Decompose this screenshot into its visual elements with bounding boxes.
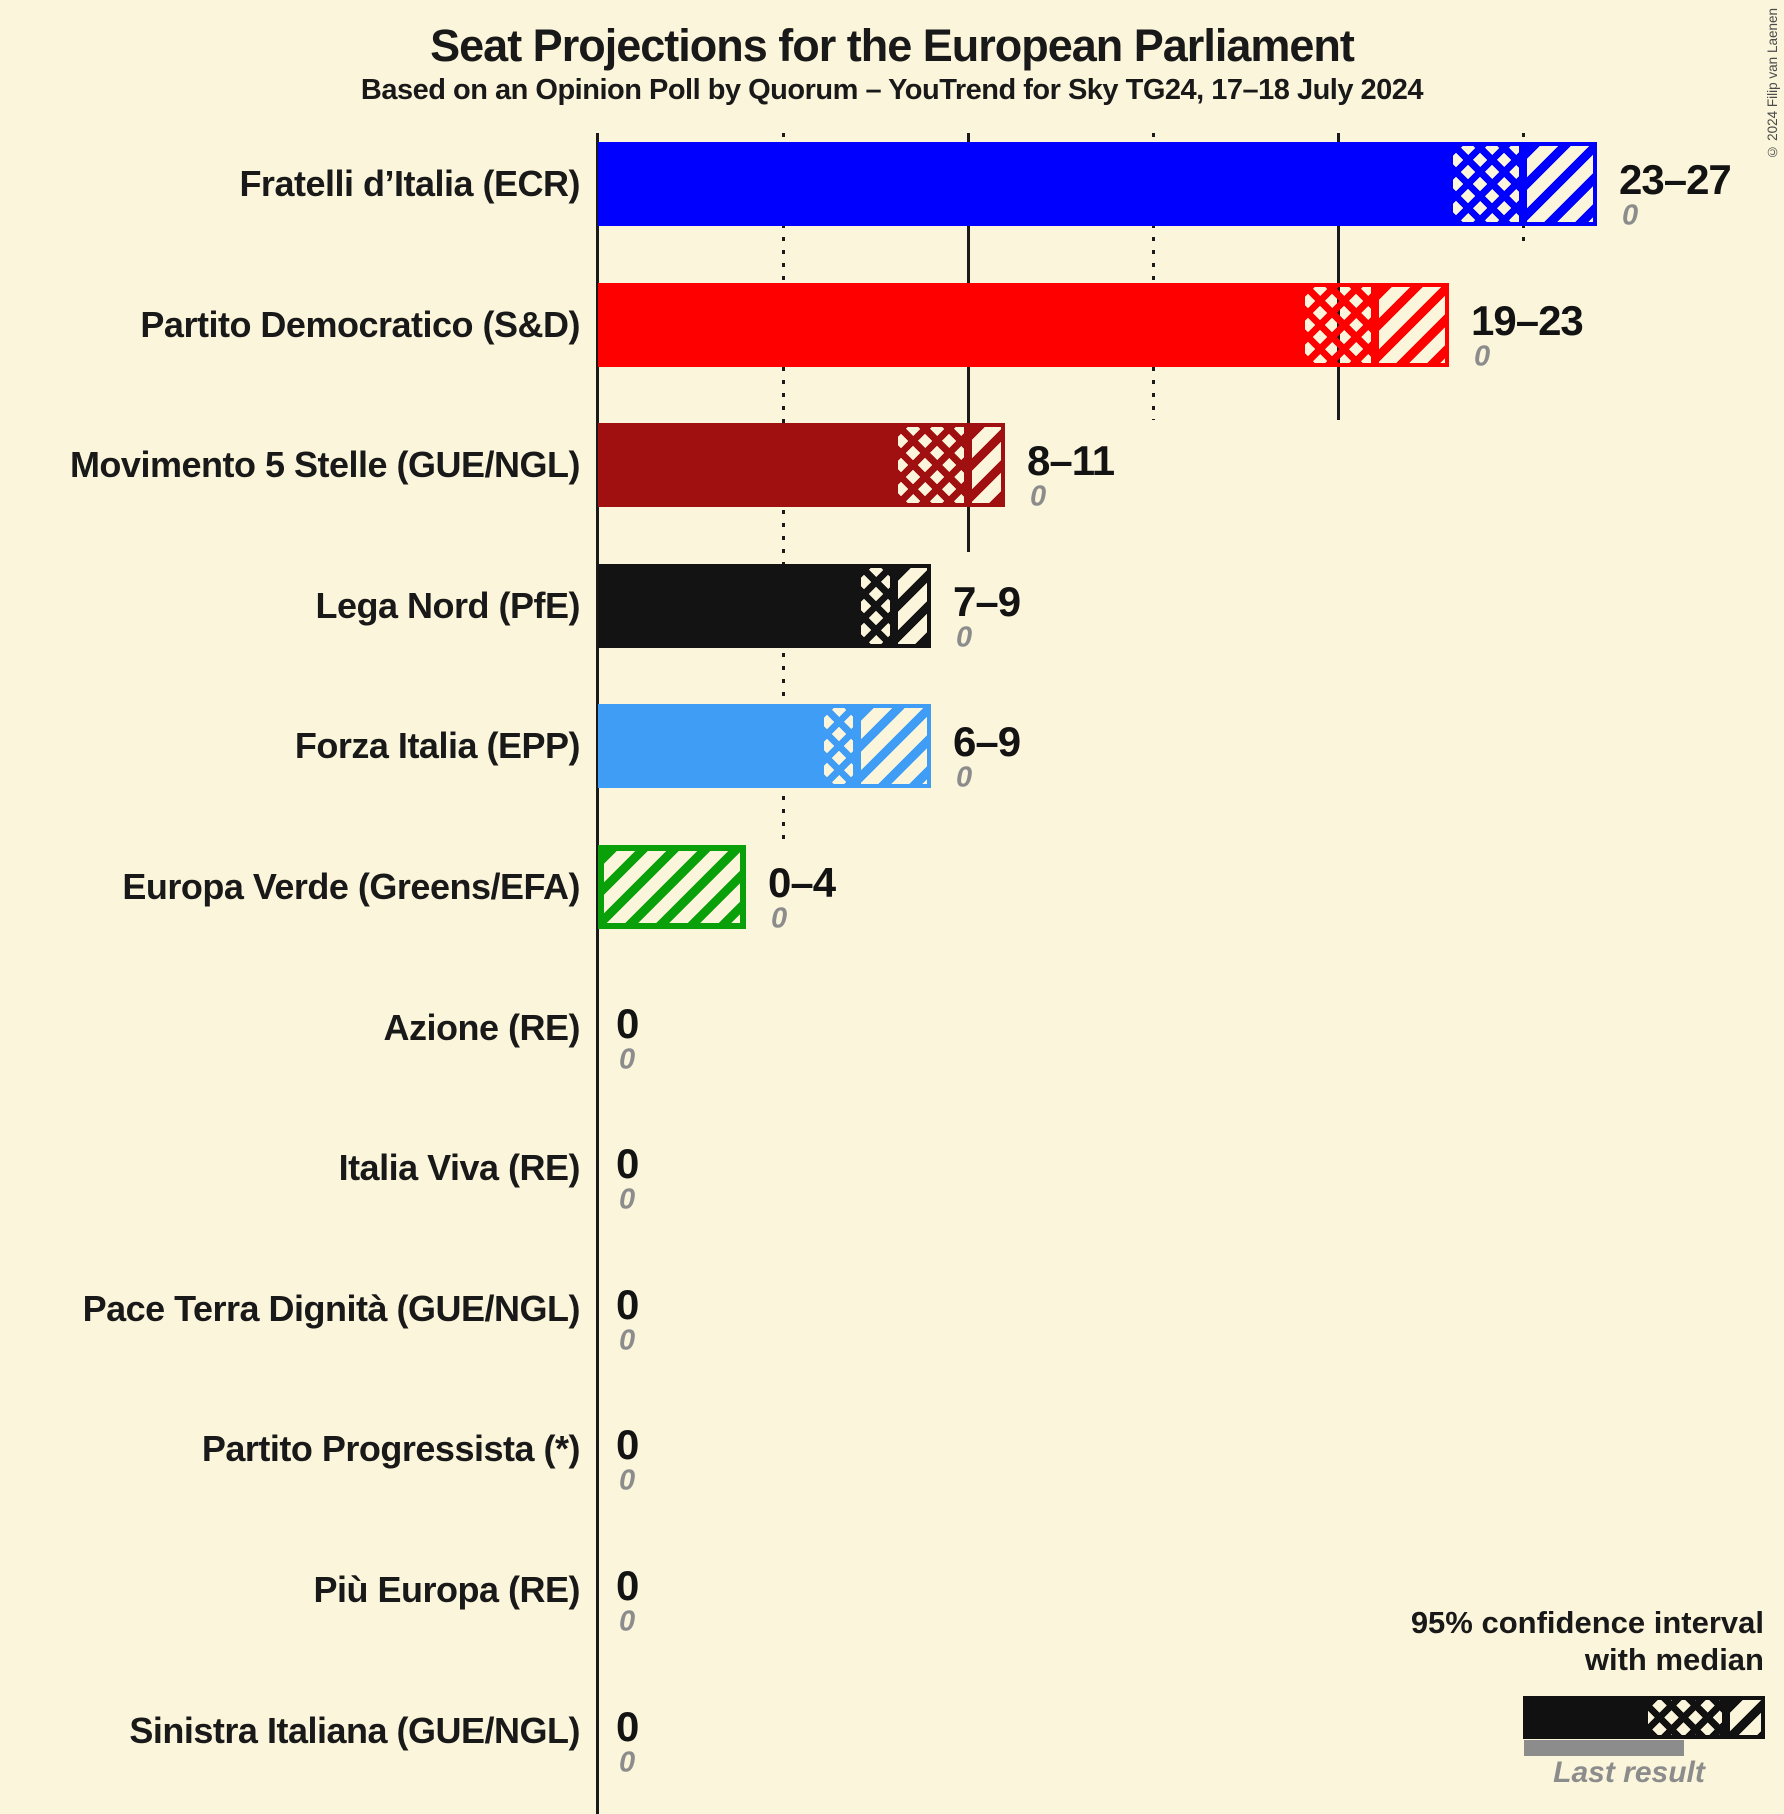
bar-diagonal-segment <box>1375 282 1449 367</box>
legend-ci-line2: with median <box>1584 1642 1764 1677</box>
copyright-note: © 2024 Filip van Laenen <box>1765 8 1780 160</box>
last-result-label: 0 <box>619 1043 636 1076</box>
bar-solid-segment <box>598 563 857 648</box>
bar-diagonal-segment <box>894 563 931 648</box>
gridline-15-seats <box>1152 133 1155 420</box>
last-result-label: 0 <box>1474 340 1491 373</box>
legend-diagonal-segment <box>1726 1696 1765 1739</box>
seat-range-label: 0 <box>616 999 639 1047</box>
seat-range-label: 7–9 <box>953 577 1021 625</box>
last-result-label: 0 <box>1030 480 1047 513</box>
chart-subtitle: Based on an Opinion Poll by Quorum – You… <box>360 74 1424 106</box>
seat-range-label: 0 <box>616 1280 639 1328</box>
legend-crosshatch-segment <box>1644 1696 1726 1739</box>
legend-ci-text: 95% confidence interval with median <box>1064 1604 1764 1678</box>
bar-solid-segment <box>598 423 894 508</box>
seat-bar <box>598 282 1449 367</box>
legend-sample-bar <box>1523 1696 1765 1739</box>
seat-bar <box>598 423 1005 508</box>
legend-ci-line1: 95% confidence interval <box>1410 1605 1764 1640</box>
party-label: Movimento 5 Stelle (GUE/NGL) <box>69 444 581 486</box>
last-result-label: 0 <box>619 1324 636 1357</box>
bar-diagonal-segment <box>857 704 931 789</box>
axis-line <box>596 133 599 1814</box>
seat-range-label: 0 <box>616 1421 639 1469</box>
legend-last-result-bar <box>1524 1740 1684 1756</box>
party-label: Più Europa (RE) <box>313 1569 580 1610</box>
seat-range-label: 6–9 <box>953 718 1021 766</box>
legend-solid-segment <box>1523 1696 1644 1739</box>
bar-solid-segment <box>598 142 1449 226</box>
party-label: Forza Italia (EPP) <box>294 725 581 767</box>
gridline-20-seats <box>1337 133 1340 420</box>
legend-last-result-label: Last result <box>1553 1756 1705 1789</box>
seat-range-label: 0–4 <box>768 859 836 906</box>
seat-range-label: 19–23 <box>1471 296 1584 344</box>
bar-crosshatch-segment <box>820 704 857 789</box>
party-label: Partito Progressista (*) <box>201 1428 581 1470</box>
bar-crosshatch-segment <box>1449 142 1523 226</box>
bar-crosshatch-segment <box>1301 282 1375 367</box>
last-result-label: 0 <box>771 902 788 935</box>
seat-range-label: 0 <box>616 1562 639 1609</box>
party-label: Sinistra Italiana (GUE/NGL) <box>129 1709 580 1751</box>
last-result-label: 0 <box>619 1605 636 1638</box>
party-label: Azione (RE) <box>383 1006 581 1048</box>
seat-bar <box>598 704 931 789</box>
bar-diagonal-segment <box>1523 142 1597 226</box>
seat-bar <box>598 563 931 648</box>
party-label: Europa Verde (Greens/EFA) <box>122 866 580 907</box>
last-result-label: 0 <box>956 761 973 794</box>
bar-crosshatch-segment <box>857 563 894 648</box>
seat-range-label: 0 <box>616 1702 639 1750</box>
seat-range-label: 8–11 <box>1027 437 1115 485</box>
last-result-label: 0 <box>619 1183 636 1216</box>
seat-range-label: 23–27 <box>1619 156 1732 203</box>
last-result-label: 0 <box>956 621 973 654</box>
last-result-label: 0 <box>619 1464 636 1497</box>
party-label: Partito Democratico (S&D) <box>140 303 580 345</box>
last-result-label: 0 <box>619 1746 636 1779</box>
seat-bar <box>598 142 1597 226</box>
party-label: Fratelli d’Italia (ECR) <box>239 163 580 204</box>
party-label: Lega Nord (PfE) <box>315 584 580 626</box>
bar-crosshatch-segment <box>894 423 968 508</box>
bar-diagonal-segment <box>968 423 1005 508</box>
bar-solid-segment <box>598 282 1301 367</box>
seat-bar <box>598 845 746 929</box>
party-label: Italia Viva (RE) <box>338 1147 581 1189</box>
seat-range-label: 0 <box>616 1140 639 1188</box>
party-label: Pace Terra Dignità (GUE/NGL) <box>82 1287 581 1329</box>
bar-solid-segment <box>598 704 820 789</box>
bar-diagonal-segment <box>598 845 746 929</box>
page-title: Seat Projections for the European Parlia… <box>430 20 1355 71</box>
last-result-label: 0 <box>1622 199 1639 232</box>
